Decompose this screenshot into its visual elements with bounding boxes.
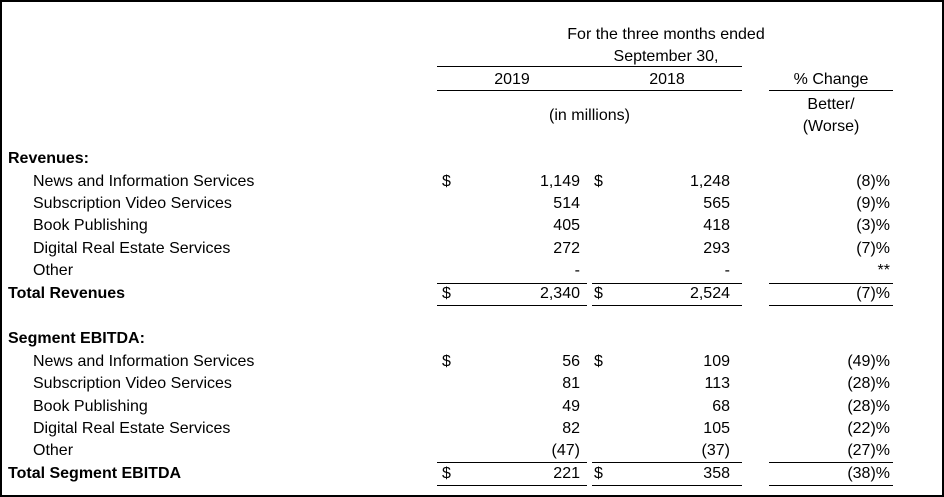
better-worse-line-1: Better/ xyxy=(807,96,855,113)
ebitda-2018-value: 109 xyxy=(703,353,730,370)
total-revenues-change: (7)% xyxy=(856,285,890,302)
revenue-2019-value: 1,149 xyxy=(539,173,580,190)
revenue-row-label: Subscription Video Services xyxy=(33,195,232,212)
revenue-row-label: Other xyxy=(33,262,74,279)
revenues-title: Revenues: xyxy=(8,150,89,167)
ebitda-2019-value: 81 xyxy=(562,375,580,392)
total-revenues-change-underline xyxy=(769,305,893,306)
ebitda-change-value: (28)% xyxy=(847,398,890,415)
revenue-2019-value: 272 xyxy=(553,240,580,257)
ebitda-change-rule xyxy=(769,462,893,463)
revenue-2018-value: 1,248 xyxy=(689,173,730,190)
ebitda-2018-rule xyxy=(592,462,742,463)
total-ebitda-2018-underline xyxy=(592,485,742,486)
total-ebitda-2018: 358 xyxy=(703,465,730,482)
change-underline xyxy=(769,90,893,91)
revenue-2019-value: 514 xyxy=(553,195,580,212)
period-line-1: For the three months ended xyxy=(567,26,765,43)
ebitda-change-value: (27)% xyxy=(847,442,890,459)
ebitda-2019-value: 82 xyxy=(562,420,580,437)
units-label: (in millions) xyxy=(549,107,630,124)
total-ebitda-label: Total Segment EBITDA xyxy=(8,465,182,482)
years-underline xyxy=(437,90,742,91)
ebitda-change-value: (49)% xyxy=(847,353,890,370)
ebitda-2019-value: (47) xyxy=(551,442,580,459)
column-header-2019: 2019 xyxy=(494,71,530,88)
total-ebitda-change-underline xyxy=(769,485,893,486)
revenues-change-rule xyxy=(769,283,893,284)
revenue-row-label: News and Information Services xyxy=(33,173,255,190)
period-line-2: September 30, xyxy=(613,48,719,65)
revenues-2019-rule xyxy=(437,283,587,284)
column-header-2018: 2018 xyxy=(649,71,685,88)
ebitda-row-label: Digital Real Estate Services xyxy=(33,420,231,437)
total-ebitda-change: (38)% xyxy=(847,465,890,482)
dollar-sign: $ xyxy=(442,173,451,190)
ebitda-change-value: (22)% xyxy=(847,420,890,437)
ebitda-row-label: Subscription Video Services xyxy=(33,375,232,392)
revenue-change-value: (9)% xyxy=(856,195,890,212)
total-revenues-2019-underline xyxy=(437,305,587,306)
ebitda-2019-value: 49 xyxy=(562,398,580,415)
total-revenues-label: Total Revenues xyxy=(8,285,126,302)
dollar-sign: $ xyxy=(442,285,451,302)
ebitda-2018-value: 68 xyxy=(712,398,730,415)
dollar-sign: $ xyxy=(594,173,603,190)
revenue-change-value: ** xyxy=(877,262,890,279)
revenue-2018-value: - xyxy=(724,262,730,279)
ebitda-change-value: (28)% xyxy=(847,375,890,392)
total-revenues-2019: 2,340 xyxy=(539,285,580,302)
revenue-2019-value: 405 xyxy=(553,217,580,234)
revenue-2018-value: 565 xyxy=(703,195,730,212)
dollar-sign: $ xyxy=(594,353,603,370)
ebitda-row-label: News and Information Services xyxy=(33,353,255,370)
total-revenues-2018-underline xyxy=(592,305,742,306)
revenue-row-label: Book Publishing xyxy=(33,217,148,234)
ebitda-2018-value: (37) xyxy=(701,442,730,459)
period-underline xyxy=(437,66,742,67)
ebitda-2018-value: 105 xyxy=(703,420,730,437)
ebitda-row-label: Other xyxy=(33,442,74,459)
total-ebitda-2019: 221 xyxy=(553,465,580,482)
ebitda-2018-value: 113 xyxy=(704,375,730,392)
revenue-change-value: (7)% xyxy=(856,240,890,257)
dollar-sign: $ xyxy=(442,465,451,482)
revenue-2018-value: 418 xyxy=(703,217,730,234)
revenue-2018-value: 293 xyxy=(703,240,730,257)
revenues-2018-rule xyxy=(592,283,742,284)
ebitda-row-label: Book Publishing xyxy=(33,398,148,415)
dollar-sign: $ xyxy=(594,465,603,482)
ebitda-title: Segment EBITDA: xyxy=(8,330,145,347)
revenue-change-value: (3)% xyxy=(856,217,890,234)
revenue-change-value: (8)% xyxy=(856,173,890,190)
revenue-2019-value: - xyxy=(574,262,580,279)
ebitda-2019-value: 56 xyxy=(562,353,580,370)
total-revenues-2018: 2,524 xyxy=(689,285,730,302)
dollar-sign: $ xyxy=(594,285,603,302)
dollar-sign: $ xyxy=(442,353,451,370)
column-header-change: % Change xyxy=(793,71,869,88)
total-ebitda-2019-underline xyxy=(437,485,587,486)
better-worse-line-2: (Worse) xyxy=(802,118,860,135)
revenue-row-label: Digital Real Estate Services xyxy=(33,240,231,257)
ebitda-2019-rule xyxy=(437,462,587,463)
